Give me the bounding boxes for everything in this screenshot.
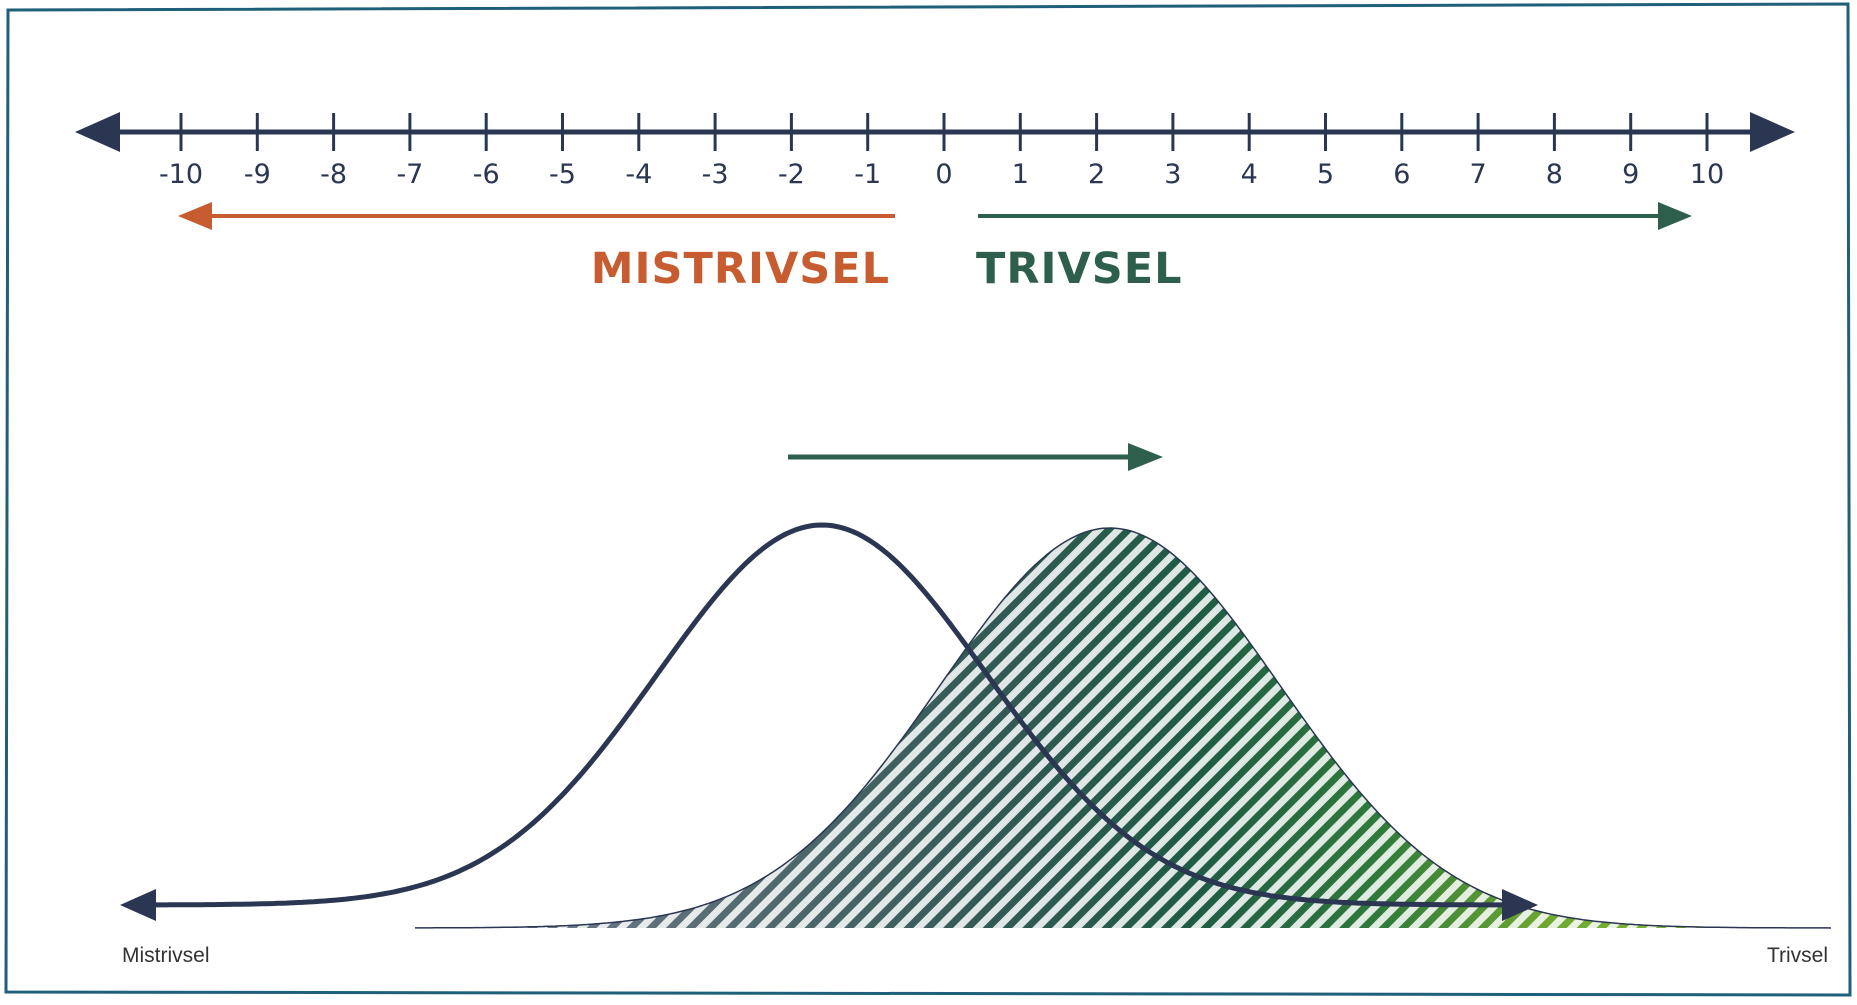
- mistrivsel-label: MISTRIVSEL: [591, 244, 890, 294]
- tick-label: 9: [1622, 159, 1639, 190]
- original-distribution: [120, 522, 1538, 921]
- tick-label: -9: [244, 159, 271, 190]
- original-distribution-right-arrowhead: [1502, 889, 1538, 921]
- original-distribution-curve: [150, 522, 1502, 908]
- tick-label: -7: [396, 159, 423, 190]
- number-line-left-arrowhead: [75, 112, 120, 152]
- number-line: -10 -9 -8 -7 -6 -5 -4 -3 -2 -1 0 1 2 3 4 5 6 7 8 9 10: [75, 112, 1795, 190]
- tick-label: -6: [473, 159, 500, 190]
- tick-label: -4: [625, 159, 652, 190]
- tick-label: 10: [1690, 159, 1724, 190]
- tick-label: -8: [320, 159, 347, 190]
- trivsel-label: TRIVSEL: [976, 244, 1182, 294]
- distribution-right-end-label: Trivsel: [1767, 944, 1828, 967]
- trivsel-arrowhead: [1658, 202, 1692, 230]
- number-line-right-arrowhead: [1750, 112, 1795, 152]
- tick-label: -2: [778, 159, 805, 190]
- tick-label: 4: [1241, 159, 1258, 190]
- tick-label: 3: [1164, 159, 1181, 190]
- shifted-distribution: [415, 527, 1832, 929]
- tick-label: 5: [1317, 159, 1334, 190]
- tick-label: -1: [854, 159, 881, 190]
- trivsel-direction: TRIVSEL: [976, 202, 1692, 294]
- mistrivsel-arrowhead: [178, 202, 212, 230]
- shift-arrowhead: [1128, 443, 1163, 471]
- distribution-left-end-label: Mistrivsel: [122, 944, 210, 967]
- frame-border: [4, 2, 1852, 997]
- tick-label: 6: [1393, 159, 1410, 190]
- tick-label: -3: [702, 159, 729, 190]
- tick-label: -10: [159, 159, 203, 190]
- tick-label: 1: [1012, 159, 1029, 190]
- original-distribution-left-arrowhead: [120, 889, 156, 921]
- shift-arrow: [788, 443, 1163, 471]
- tick-label: 2: [1088, 159, 1105, 190]
- shifted-distribution-hatch: [415, 528, 1832, 928]
- tick-label: 7: [1470, 159, 1487, 190]
- tick-label: 0: [935, 159, 952, 190]
- shifted-distribution-outline: [415, 527, 1832, 929]
- tick-label: 8: [1546, 159, 1563, 190]
- tick-label: -5: [549, 159, 576, 190]
- mistrivsel-direction: MISTRIVSEL: [178, 202, 895, 294]
- number-line-ticks: -10 -9 -8 -7 -6 -5 -4 -3 -2 -1 0 1 2 3 4 5 6 7 8 9 10: [159, 113, 1724, 190]
